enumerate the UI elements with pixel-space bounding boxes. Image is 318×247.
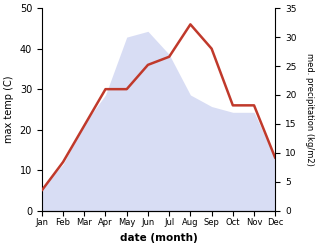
Y-axis label: med. precipitation (kg/m2): med. precipitation (kg/m2) bbox=[305, 53, 314, 166]
X-axis label: date (month): date (month) bbox=[120, 233, 197, 243]
Y-axis label: max temp (C): max temp (C) bbox=[4, 76, 14, 143]
